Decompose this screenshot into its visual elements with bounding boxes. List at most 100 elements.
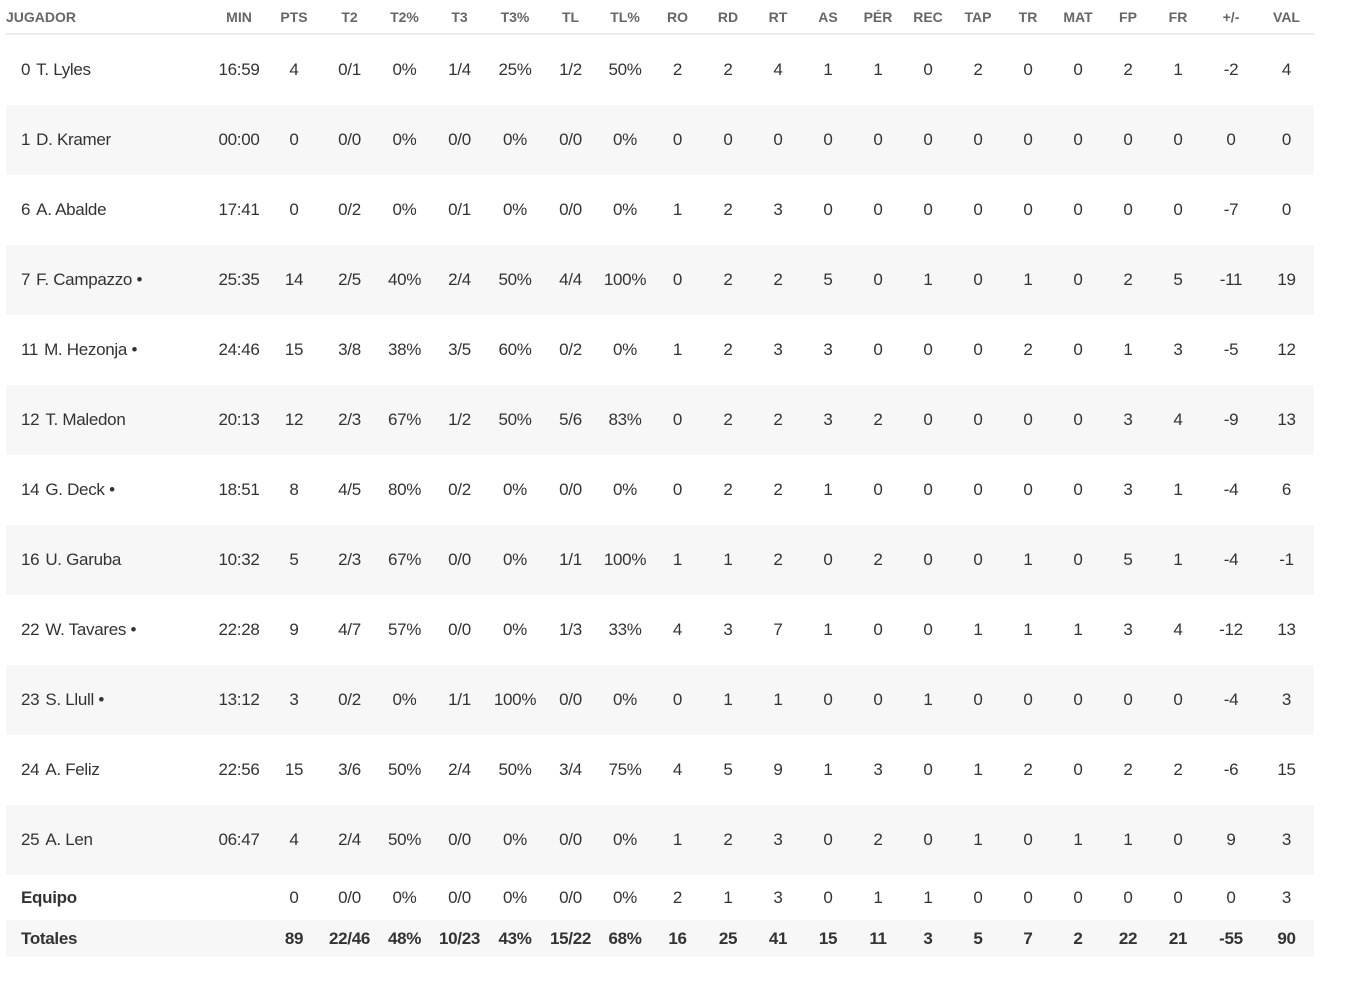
player-number: 22 xyxy=(21,620,40,639)
stat-cell: 0 xyxy=(1073,760,1083,779)
column-header-fp[interactable]: FP xyxy=(1103,0,1153,35)
column-header-tl[interactable]: TL% xyxy=(598,0,652,35)
stat-cell: 5 xyxy=(1153,245,1203,315)
column-header-pér[interactable]: PÉR xyxy=(853,0,903,35)
stat-cell: 0 xyxy=(803,665,853,735)
column-header-fr[interactable]: FR xyxy=(1153,0,1203,35)
stat-cell: 1 xyxy=(973,760,983,779)
stat-cell: 1 xyxy=(1103,805,1153,875)
stat-cell: 2 xyxy=(853,525,903,595)
column-header-tap[interactable]: TAP xyxy=(953,0,1003,35)
stat-cell: 3 xyxy=(753,805,803,875)
stat-cell: 2 xyxy=(753,245,803,315)
stat-cell: 1 xyxy=(652,805,703,875)
player-cell: 25 A. Len xyxy=(6,805,212,875)
stat-cell: 15 xyxy=(1277,760,1296,779)
stat-cell: 22:56 xyxy=(218,760,260,779)
stat-cell: 1 xyxy=(1053,805,1103,875)
column-header-rec[interactable]: REC xyxy=(903,0,953,35)
player-name[interactable]: D. Kramer xyxy=(36,130,111,149)
stat-cell: 100% xyxy=(598,525,652,595)
stat-cell: 0/0 xyxy=(543,105,598,175)
column-header-min[interactable]: MIN xyxy=(212,0,266,35)
stat-cell: 15 xyxy=(284,340,304,359)
player-number: 11 xyxy=(21,340,39,359)
column-header-as[interactable]: AS xyxy=(803,0,853,35)
stat-cell: 0 xyxy=(973,200,983,219)
stat-cell: 2 xyxy=(853,805,903,875)
column-header-plusminus[interactable]: +/- xyxy=(1203,0,1259,35)
stat-cell: 2 xyxy=(1123,60,1133,79)
column-header-tl[interactable]: TL xyxy=(543,0,598,35)
stat-cell: 0 xyxy=(873,620,883,639)
stat-cell: 1 xyxy=(672,340,683,359)
player-name[interactable]: T. Maledon xyxy=(45,410,126,429)
stat-cell: 0% xyxy=(613,480,637,499)
stat-cell: 0 xyxy=(266,105,322,175)
player-name[interactable]: G. Deck xyxy=(45,480,105,499)
stat-cell: 0/0 xyxy=(432,525,487,595)
stat-cell: 1 xyxy=(823,60,833,79)
player-name[interactable]: T. Lyles xyxy=(36,60,91,79)
stat-cell: 0/2 xyxy=(322,665,377,735)
player-name[interactable]: F. Campazzo xyxy=(36,270,133,289)
player-name[interactable]: A. Abalde xyxy=(36,200,107,219)
column-header-player[interactable]: JUGADOR xyxy=(6,0,212,35)
stat-cell: 1 xyxy=(1173,480,1183,499)
stat-cell: 2 xyxy=(853,385,903,455)
stat-cell: 0 xyxy=(1003,105,1053,175)
stat-cell: 2 xyxy=(723,480,733,499)
stat-cell: 2 xyxy=(723,340,733,359)
stat-cell: -2 xyxy=(1223,60,1239,79)
stat-cell: 0 xyxy=(1003,805,1053,875)
stat-cell: 0% xyxy=(487,105,543,175)
stat-cell: 3 xyxy=(1173,340,1183,359)
column-header-t3[interactable]: T3 xyxy=(432,0,487,35)
stat-cell: 2/4 xyxy=(432,245,487,315)
stat-cell: 19 xyxy=(1259,245,1314,315)
stat-cell: 0/0 xyxy=(322,105,377,175)
stat-cell: 2 xyxy=(1123,760,1133,779)
stat-cell: 100% xyxy=(598,245,652,315)
stat-cell: 0 xyxy=(973,340,983,359)
column-header-ro[interactable]: RO xyxy=(652,0,703,35)
column-header-t2[interactable]: T2% xyxy=(377,0,432,35)
stat-cell: 5/6 xyxy=(543,385,598,455)
stat-cell: 10/23 xyxy=(432,920,487,957)
column-header-rt[interactable]: RT xyxy=(753,0,803,35)
stat-cell: -5 xyxy=(1223,340,1239,359)
column-header-t3[interactable]: T3% xyxy=(487,0,543,35)
player-name[interactable]: A. Len xyxy=(45,830,93,849)
stat-cell: 0 xyxy=(1023,480,1033,499)
stat-cell: 0 xyxy=(1203,105,1259,175)
column-header-mat[interactable]: MAT xyxy=(1053,0,1103,35)
stat-cell: 13 xyxy=(1277,620,1296,639)
stat-cell: 10:32 xyxy=(212,525,266,595)
player-name[interactable]: A. Feliz xyxy=(45,760,100,779)
player-name[interactable]: S. Llull xyxy=(45,690,94,709)
stat-cell: 13:12 xyxy=(212,665,266,735)
stat-cell: 3 xyxy=(773,340,783,359)
stat-cell: 80% xyxy=(387,480,422,499)
player-name[interactable]: U. Garuba xyxy=(45,550,122,569)
player-name[interactable]: M. Hezonja xyxy=(44,340,128,359)
stat-cell: 0 xyxy=(1053,385,1103,455)
player-number: 16 xyxy=(21,550,40,569)
stat-cell: 24:46 xyxy=(218,340,260,359)
stat-cell: 0% xyxy=(598,805,652,875)
stat-cell: 83% xyxy=(598,385,652,455)
stat-cell: 41 xyxy=(753,920,803,957)
stat-cell: 50% xyxy=(608,60,642,79)
column-header-rd[interactable]: RD xyxy=(703,0,753,35)
stat-cell: 0 xyxy=(873,340,883,359)
stat-cell: 0 xyxy=(923,340,933,359)
column-header-pts[interactable]: PTS xyxy=(266,0,322,35)
player-name[interactable]: W. Tavares xyxy=(45,620,127,639)
column-header-tr[interactable]: TR xyxy=(1003,0,1053,35)
stat-cell: 25% xyxy=(498,60,532,79)
column-header-t2[interactable]: T2 xyxy=(322,0,377,35)
stat-cell: 7 xyxy=(773,620,783,639)
column-header-val[interactable]: VAL xyxy=(1259,0,1314,35)
stat-cell: 22:28 xyxy=(218,620,260,639)
stat-cell: 0/0 xyxy=(559,200,582,219)
